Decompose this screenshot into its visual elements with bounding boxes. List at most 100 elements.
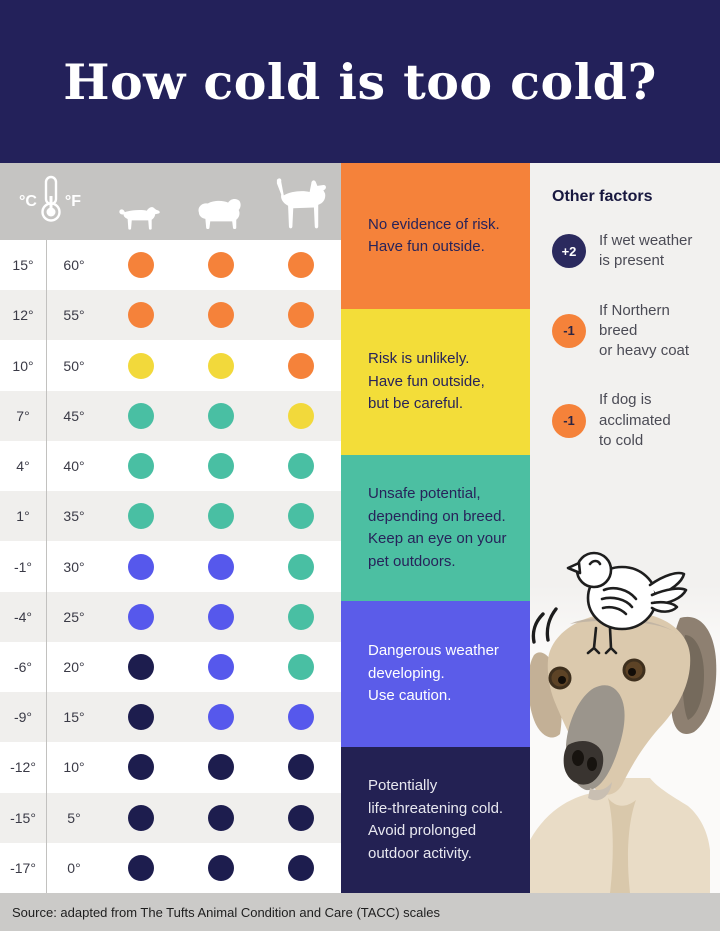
risk-dot-navy [128, 804, 154, 831]
risk-dot-cell [101, 352, 181, 379]
dog-size-columns [100, 163, 341, 240]
risk-dot-teal [288, 503, 314, 530]
risk-band-text: Have fun outside, [368, 372, 485, 390]
risk-dot-cell [261, 302, 341, 329]
risk-dot-cell [181, 603, 261, 630]
temp-f-label: 60° [46, 240, 101, 291]
factor-text-line: If wet weather [599, 232, 693, 249]
risk-dot-teal [288, 453, 314, 480]
risk-dot-navy [208, 804, 234, 831]
risk-dot-teal [288, 603, 314, 630]
risk-band-text: but be careful. [368, 395, 464, 413]
temp-f-label: 10° [46, 742, 101, 793]
temp-f-label: 40° [46, 440, 101, 492]
risk-dot-cell [181, 503, 261, 530]
factor-text-line: If Northern breed [599, 301, 670, 339]
risk-band-text: Unsafe potential, [368, 485, 481, 502]
table-row: 1° 35° [0, 491, 341, 542]
page-title: How cold is too cold? [63, 52, 657, 111]
factor-badge: -1 [552, 313, 586, 348]
risk-dot-cell [261, 503, 341, 530]
risk-band: Unsafe potential, depending on breed. Keep… [341, 455, 530, 601]
risk-dot-cell [101, 854, 181, 881]
risk-dot-cell [101, 453, 181, 480]
factor-text: If Northern breed or heavy coat [599, 301, 706, 362]
factor-text-line: is present [599, 252, 665, 270]
risk-dot-orange [208, 302, 234, 329]
risk-band-text: Dangerous weather [368, 642, 499, 660]
temp-f-label: 35° [46, 491, 101, 542]
footer: Source: adapted from The Tufts Animal Co… [0, 893, 720, 931]
risk-dot-cell [101, 804, 181, 831]
risk-dot-teal [288, 553, 314, 580]
risk-dot-cell [101, 302, 181, 329]
table-row: -15° 5° [0, 792, 341, 843]
risk-dot-teal [208, 453, 234, 480]
bird-doodle-icon [566, 551, 688, 655]
risk-dot-orange [208, 252, 234, 279]
risk-band: Risk is unlikely. Have fun outside, but be… [341, 309, 530, 455]
factor-text-line: If dog is [599, 391, 652, 409]
risk-dot-cell [181, 402, 261, 429]
table-row: 7° 45° [0, 390, 341, 441]
temp-c-label: 4° [16, 458, 30, 475]
risk-band-text: outdoor activity. [368, 844, 472, 862]
temp-table-body: 15° 60° 12° 55° 10° 50° 7° 45° 4° 40° 1° 35° -1° 30° -… [0, 240, 341, 894]
table-row: 10° 50° [0, 340, 341, 391]
temp-f-label: 30° [46, 541, 101, 592]
risk-dot-navy [288, 854, 314, 881]
header: How cold is too cold? [0, 0, 720, 163]
factor-badge: -1 [552, 403, 586, 438]
temp-c-label: -9° [13, 709, 33, 726]
temp-c-label: 12° [12, 307, 34, 324]
risk-band-text: Risk is unlikely. [368, 350, 470, 368]
right-column: Other factors +2 If wet weather is present… [530, 163, 720, 893]
risk-dot-cell [101, 252, 181, 279]
risk-dot-cell [261, 653, 341, 680]
risk-dot-blue [208, 603, 234, 630]
risk-dot-navy [128, 854, 154, 881]
thermometer-icon [40, 174, 62, 229]
risk-band-text: Avoid prolonged [368, 822, 477, 839]
motion-marks-icon [531, 607, 558, 644]
risk-band-text: pet outdoors. [368, 552, 456, 570]
risk-dot-navy [208, 854, 234, 881]
table-row: -17° 0° [0, 842, 341, 894]
temp-c-label: -4° [13, 608, 33, 625]
risk-band-text: life-threatening cold. [368, 799, 504, 817]
risk-dot-cell [181, 854, 261, 881]
temp-c-label: -17° [10, 859, 36, 876]
table-row: -6° 20° [0, 641, 341, 693]
risk-dot-orange [128, 252, 154, 279]
risk-dot-blue [128, 603, 154, 630]
risk-dot-cell [261, 754, 341, 781]
table-row: 12° 55° [0, 290, 341, 341]
medium-dog-icon [180, 195, 260, 233]
temp-c-label: 15° [12, 257, 34, 274]
risk-dot-cell [181, 704, 261, 731]
temp-c-label: -1° [13, 558, 33, 575]
risk-dot-teal [128, 402, 154, 429]
temp-c-label: 1° [16, 508, 30, 525]
risk-band-text: No evidence of risk. [368, 215, 500, 233]
risk-band-text: Have fun outside. [368, 238, 485, 255]
other-factors-heading: Other factors [552, 188, 653, 205]
risk-dot-blue [208, 653, 234, 680]
risk-band: No evidence of risk. Have fun outside. [341, 163, 530, 309]
risk-dot-teal [208, 503, 234, 530]
risk-dot-orange [288, 352, 314, 379]
risk-band-text: Keep an eye on your [368, 530, 507, 547]
risk-dot-cell [261, 704, 341, 731]
risk-dot-blue [288, 704, 314, 731]
temp-c-label: -12° [10, 759, 36, 776]
risk-dot-cell [261, 252, 341, 279]
risk-dot-navy [288, 804, 314, 831]
risk-dot-cell [181, 754, 261, 781]
risk-dot-yellow [208, 352, 234, 379]
risk-dot-cell [101, 754, 181, 781]
risk-dot-blue [128, 553, 154, 580]
risk-dot-navy [128, 704, 154, 731]
small-dog-icon [100, 205, 180, 233]
risk-dot-teal [208, 402, 234, 429]
